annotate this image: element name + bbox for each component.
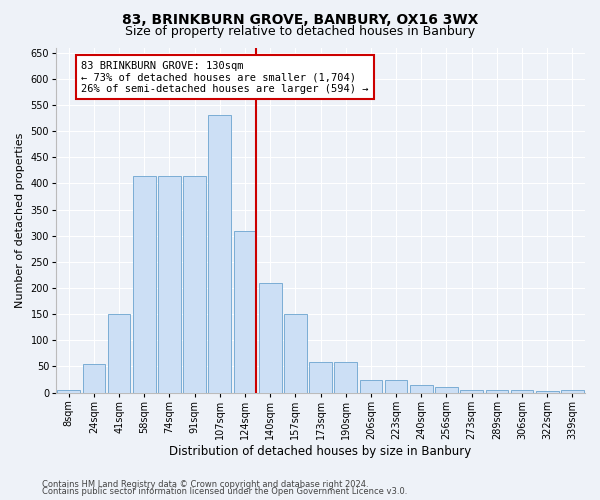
Text: 83, BRINKBURN GROVE, BANBURY, OX16 3WX: 83, BRINKBURN GROVE, BANBURY, OX16 3WX (122, 12, 478, 26)
Bar (309, 362, 332, 392)
Text: Contains public sector information licensed under the Open Government Licence v3: Contains public sector information licen… (42, 487, 407, 496)
Bar (158, 176, 181, 392)
Bar (511, 390, 533, 392)
Bar (233, 230, 256, 392)
Bar (133, 176, 155, 392)
Bar (184, 176, 206, 392)
Bar (485, 390, 508, 392)
Bar (435, 388, 458, 392)
Bar (410, 385, 433, 392)
Y-axis label: Number of detached properties: Number of detached properties (15, 132, 25, 308)
Bar (108, 314, 130, 392)
Text: Size of property relative to detached houses in Banbury: Size of property relative to detached ho… (125, 25, 475, 38)
Bar (58, 390, 80, 392)
Bar (359, 380, 382, 392)
Bar (536, 391, 559, 392)
Bar (460, 390, 483, 392)
X-axis label: Distribution of detached houses by size in Banbury: Distribution of detached houses by size … (169, 444, 472, 458)
Bar (259, 283, 281, 393)
Text: Contains HM Land Registry data © Crown copyright and database right 2024.: Contains HM Land Registry data © Crown c… (42, 480, 368, 489)
Bar (561, 390, 584, 392)
Bar (83, 364, 105, 392)
Bar (208, 116, 231, 392)
Bar (284, 314, 307, 392)
Bar (334, 362, 357, 392)
Bar (385, 380, 407, 392)
Text: 83 BRINKBURN GROVE: 130sqm
← 73% of detached houses are smaller (1,704)
26% of s: 83 BRINKBURN GROVE: 130sqm ← 73% of deta… (82, 60, 369, 94)
